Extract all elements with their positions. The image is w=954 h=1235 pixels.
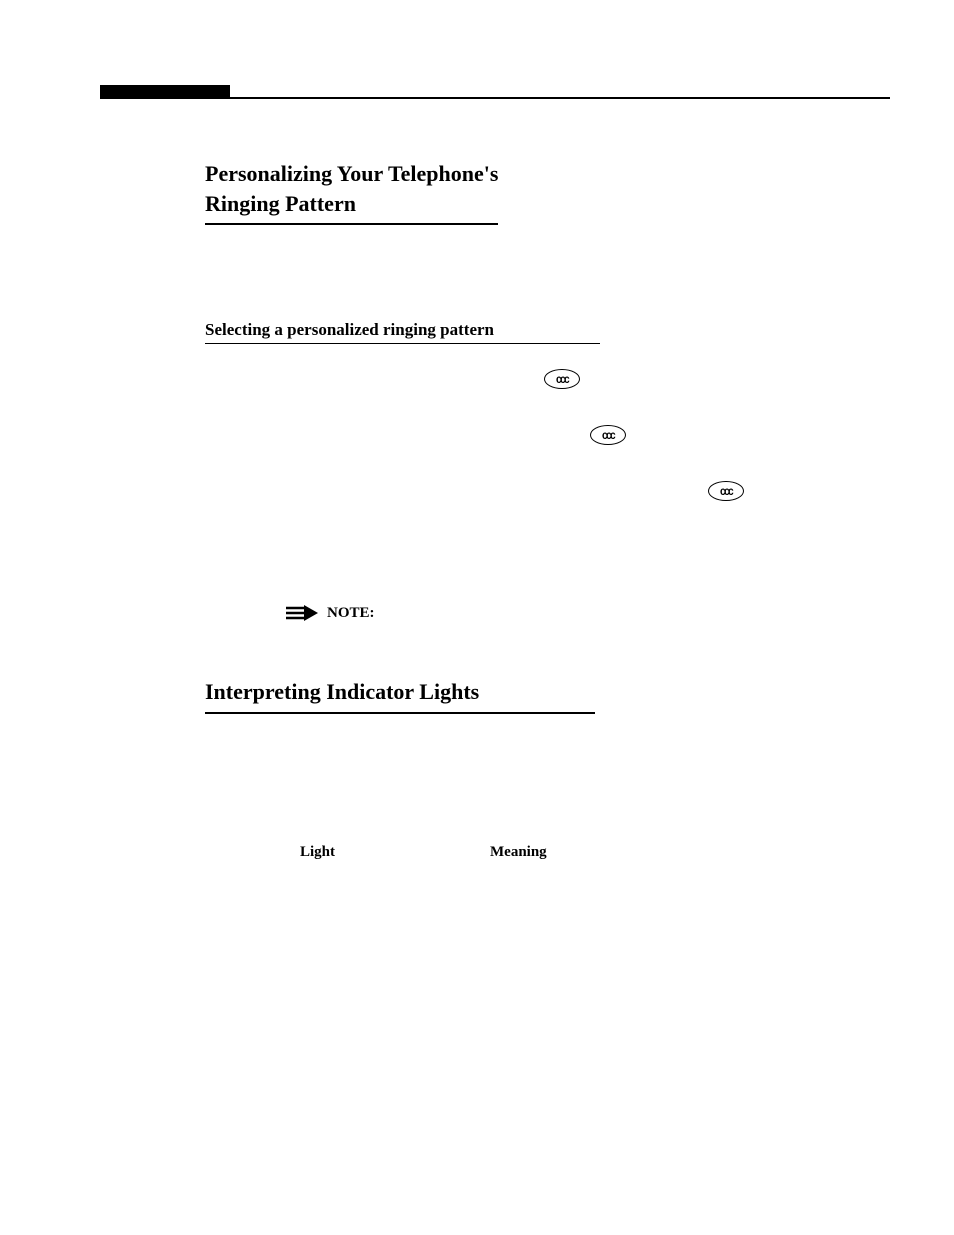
icon-row-3: ccc xyxy=(205,481,845,509)
section1-subheading: Selecting a personalized ringing pattern xyxy=(205,320,600,344)
ring-icon-glyph: ccc xyxy=(602,429,614,441)
table-header-meaning: Meaning xyxy=(490,844,547,861)
content-block: Personalizing Your Telephone's Ringing P… xyxy=(205,159,845,861)
ring-icon-glyph: ccc xyxy=(720,485,732,497)
ring-icon-glyph: ccc xyxy=(556,373,568,385)
top-rule xyxy=(100,85,894,99)
subheading-wrap: Selecting a personalized ringing pattern xyxy=(205,320,600,369)
table-header-light: Light xyxy=(300,844,335,861)
section1-heading-line2: Ringing Pattern xyxy=(205,191,356,216)
thin-bar xyxy=(230,97,890,99)
icon-row-1: ccc xyxy=(205,369,845,397)
note-label: NOTE: xyxy=(327,605,375,622)
page-container: Personalizing Your Telephone's Ringing P… xyxy=(0,0,954,861)
thick-bar xyxy=(100,85,230,99)
section1-heading: Personalizing Your Telephone's Ringing P… xyxy=(205,159,498,225)
note-arrow-icon xyxy=(285,604,319,622)
ring-icon: ccc xyxy=(708,481,744,501)
ring-icon: ccc xyxy=(590,425,626,445)
note-row: NOTE: xyxy=(285,604,845,622)
ring-icon: ccc xyxy=(544,369,580,389)
section1-heading-wrap: Personalizing Your Telephone's Ringing P… xyxy=(205,159,845,225)
section2-heading-wrap: Interpreting Indicator Lights xyxy=(205,677,845,714)
section1-heading-line1: Personalizing Your Telephone's xyxy=(205,161,498,186)
icon-row-2: ccc xyxy=(205,425,845,453)
section2-heading: Interpreting Indicator Lights xyxy=(205,677,595,714)
table-wrap: Light Meaning xyxy=(300,844,845,861)
section2-heading-text: Interpreting Indicator Lights xyxy=(205,679,479,704)
table-header-row: Light Meaning xyxy=(300,844,845,861)
